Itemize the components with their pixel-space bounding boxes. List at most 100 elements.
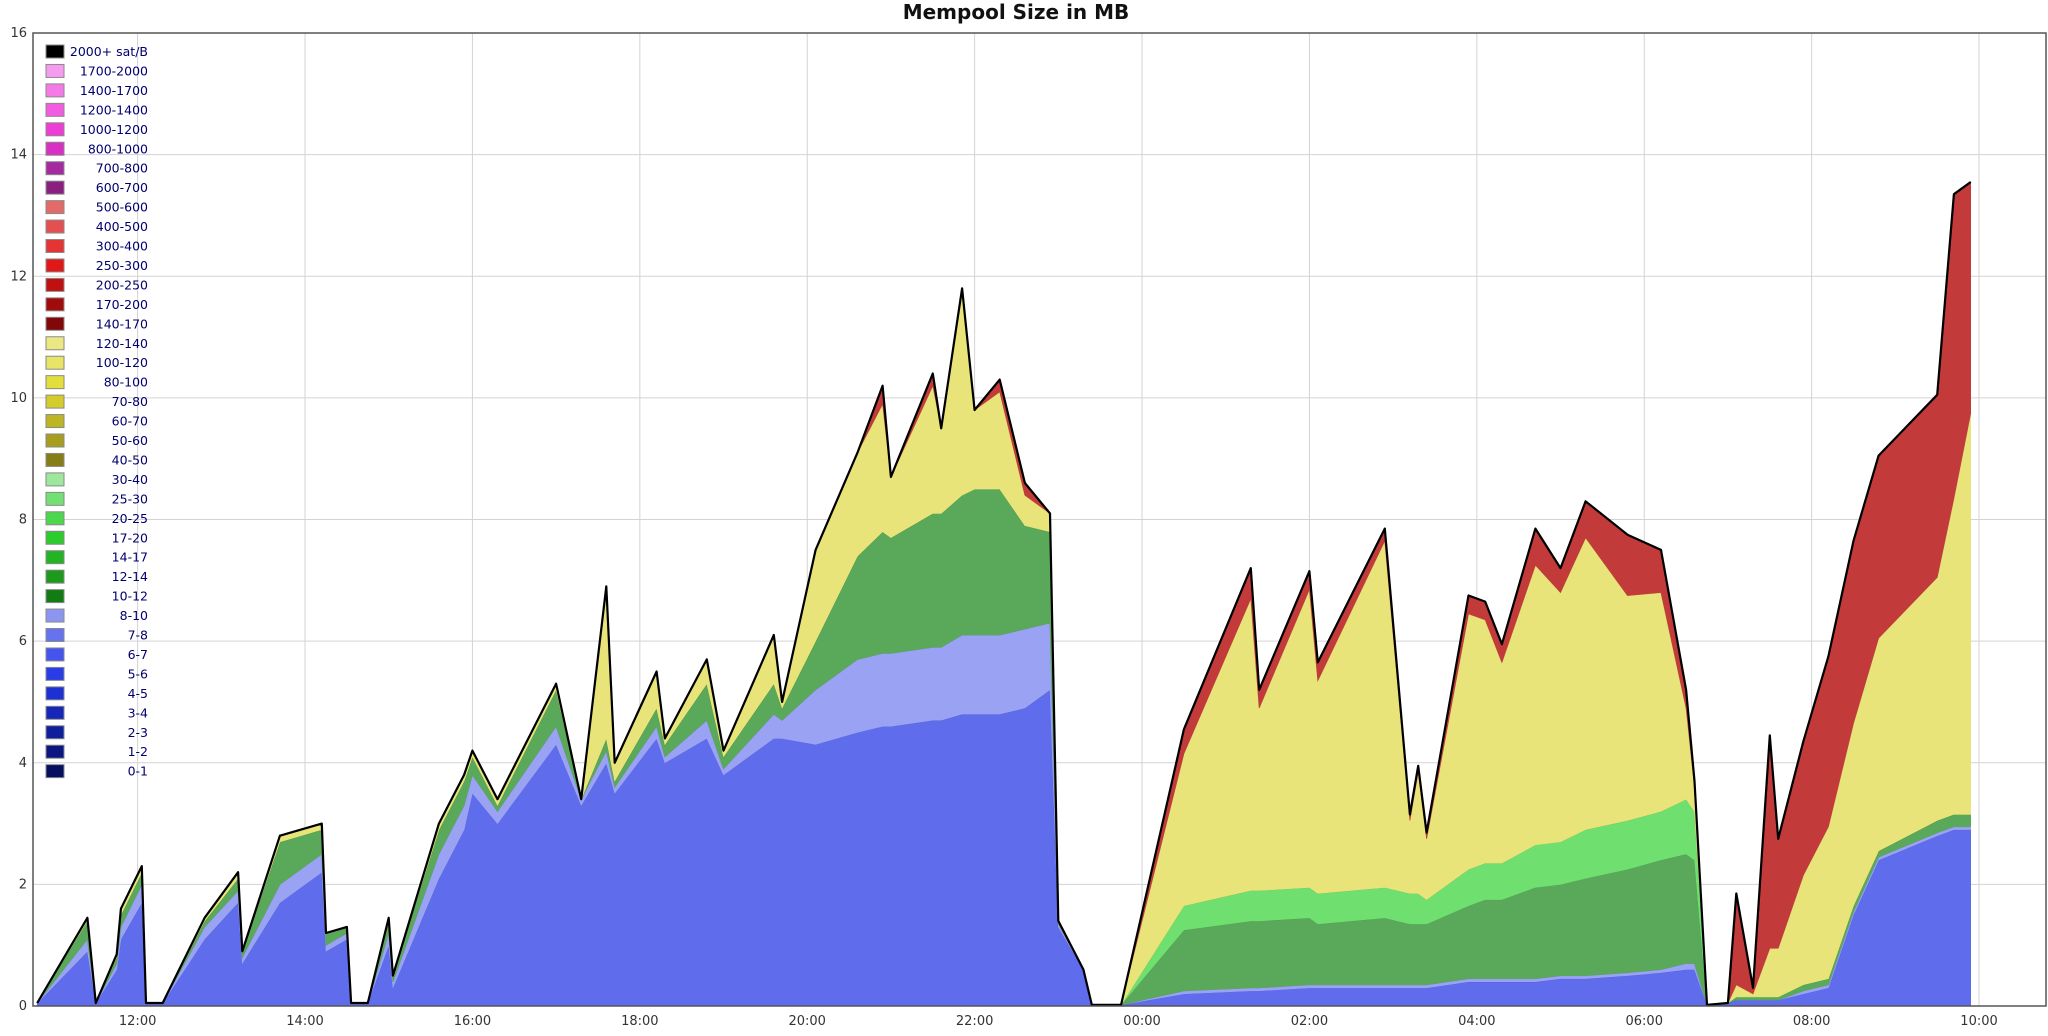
legend-swatch xyxy=(45,628,65,642)
legend-label: 25-30 xyxy=(112,491,148,506)
legend-label: 20-25 xyxy=(112,511,148,526)
legend-label: 400-500 xyxy=(96,219,148,234)
y-tick-label: 6 xyxy=(19,634,27,649)
legend-label: 170-200 xyxy=(96,297,148,312)
legend-label: 8-10 xyxy=(120,608,148,623)
y-tick-label: 2 xyxy=(19,877,27,892)
legend-label: 50-60 xyxy=(112,433,148,448)
y-tick-label: 14 xyxy=(10,148,27,163)
legend-label: 10-12 xyxy=(112,589,148,604)
legend-swatch xyxy=(45,375,65,390)
legend-swatch xyxy=(45,141,65,156)
legend-label: 1-2 xyxy=(128,744,148,759)
legend-label: 1700-2000 xyxy=(80,63,148,78)
legend-swatch xyxy=(45,491,65,506)
legend-swatch xyxy=(45,511,65,526)
legend-swatch xyxy=(45,608,65,623)
legend-label: 1200-1400 xyxy=(80,102,148,117)
legend-swatch xyxy=(45,647,65,662)
y-axis: 0 2 4 6 8 10 12 14 16 xyxy=(10,26,27,1014)
legend-swatch xyxy=(45,705,65,720)
legend-label: 300-400 xyxy=(96,239,148,254)
chart-outline xyxy=(36,181,1972,1006)
legend-swatch xyxy=(45,102,65,117)
legend-label: 1000-1200 xyxy=(80,122,148,137)
legend-label: 80-100 xyxy=(104,375,148,390)
legend-swatch xyxy=(45,472,65,487)
legend-swatch xyxy=(45,394,65,409)
legend-swatch xyxy=(45,44,65,59)
legend-swatch xyxy=(45,452,65,467)
legend-label: 700-800 xyxy=(96,161,148,176)
legend-label: 40-50 xyxy=(112,452,148,467)
x-tick-label: 22:00 xyxy=(956,1014,993,1029)
legend-swatch xyxy=(45,180,65,195)
legend-swatch xyxy=(45,316,65,331)
legend-label: 60-70 xyxy=(112,414,148,429)
legend-label: 3-4 xyxy=(128,705,148,720)
legend-label: 12-14 xyxy=(112,569,148,584)
legend-swatch xyxy=(45,530,65,545)
legend-label: 120-140 xyxy=(96,336,148,351)
legend-swatch xyxy=(45,744,65,759)
y-tick-label: 0 xyxy=(19,999,27,1014)
legend-label: 2-3 xyxy=(128,725,148,740)
legend-swatch xyxy=(45,161,65,176)
legend-label: 14-17 xyxy=(112,550,148,565)
x-tick-label: 04:00 xyxy=(1458,1014,1495,1029)
x-tick-label: 08:00 xyxy=(1793,1014,1830,1029)
legend-label: 1400-1700 xyxy=(80,83,148,98)
x-tick-label: 14:00 xyxy=(286,1014,323,1029)
total-outline xyxy=(36,181,1972,1006)
legend-label: 0-1 xyxy=(128,764,148,779)
legend-swatch xyxy=(45,336,65,351)
y-tick-label: 8 xyxy=(19,513,27,528)
legend-swatch xyxy=(45,355,65,370)
legend-swatch xyxy=(45,219,65,234)
x-tick-label: 20:00 xyxy=(788,1014,825,1029)
legend-swatch xyxy=(45,550,65,565)
legend-label: 4-5 xyxy=(128,686,148,701)
legend-label: 200-250 xyxy=(96,277,148,292)
legend-label: 140-170 xyxy=(96,316,148,331)
legend-label: 6-7 xyxy=(128,647,148,662)
y-tick-label: 16 xyxy=(10,26,27,41)
chart-title: Mempool Size in MB xyxy=(903,0,1130,24)
legend-swatch xyxy=(45,764,65,779)
legend-label: 7-8 xyxy=(128,628,148,643)
x-tick-label: 02:00 xyxy=(1291,1014,1328,1029)
legend-swatch xyxy=(45,83,65,98)
plot-border xyxy=(32,32,2047,1007)
x-tick-label: 18:00 xyxy=(621,1014,658,1029)
legend-swatch xyxy=(45,433,65,448)
x-axis: 12:00 14:00 16:00 18:00 20:00 22:00 00:00 02:00… xyxy=(119,1014,1998,1029)
x-tick-label: 06:00 xyxy=(1626,1014,1663,1029)
legend-swatch xyxy=(45,297,65,312)
y-tick-label: 4 xyxy=(19,756,27,771)
legend-swatch xyxy=(45,277,65,292)
legend-swatch xyxy=(45,666,65,681)
legend-label: 30-40 xyxy=(112,472,148,487)
x-tick-label: 16:00 xyxy=(454,1014,491,1029)
legend-swatch xyxy=(45,569,65,584)
legend-label: 600-700 xyxy=(96,180,148,195)
chart-areas xyxy=(36,181,1972,1007)
legend-label: 800-1000 xyxy=(88,141,148,156)
legend-label: 70-80 xyxy=(112,394,148,409)
x-tick-label: 00:00 xyxy=(1123,1014,1160,1029)
x-tick-label: 12:00 xyxy=(119,1014,156,1029)
legend-swatch xyxy=(45,200,65,215)
x-tick-label: 10:00 xyxy=(1960,1014,1997,1029)
legend-swatch xyxy=(45,239,65,253)
legend: 2000+ sat/B 1700-2000 1400-1700 1200-1400 10… xyxy=(45,44,148,779)
legend-swatch xyxy=(45,725,65,740)
legend-label: 500-600 xyxy=(96,200,148,215)
legend-swatch xyxy=(45,686,65,701)
legend-label: 5-6 xyxy=(128,666,148,681)
legend-label: 250-300 xyxy=(96,258,148,273)
y-tick-label: 10 xyxy=(10,391,27,406)
legend-label: 17-20 xyxy=(112,530,148,545)
legend-swatch xyxy=(45,63,65,78)
legend-swatch xyxy=(45,258,65,273)
